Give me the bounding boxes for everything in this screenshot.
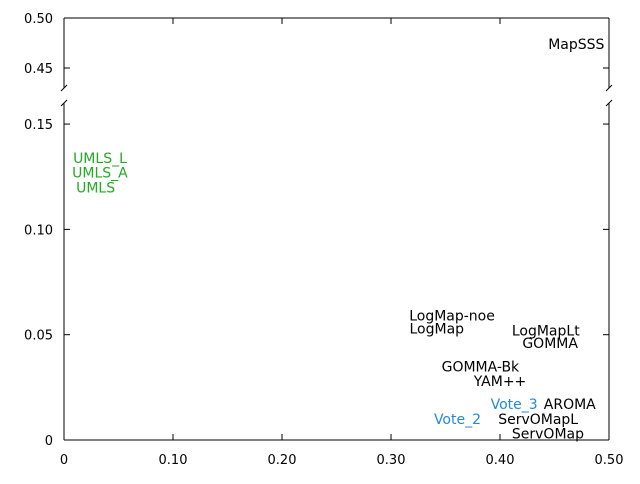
point-label-servomap: ServOMap xyxy=(512,427,584,443)
x-tick-label-5: 0.50 xyxy=(595,453,624,468)
axis-break-right-upper xyxy=(605,84,613,92)
axis-break-left-lower xyxy=(60,99,68,107)
y-tick-label-0: 0 xyxy=(45,434,53,449)
point-label-gomma: GOMMA xyxy=(522,336,578,352)
point-label-aroma: AROMA xyxy=(544,397,596,413)
point-label-logmap-noe: LogMap-noe xyxy=(409,309,495,325)
y-tick-label-3: 0.15 xyxy=(24,118,53,133)
x-tick-label-2: 0.20 xyxy=(268,453,297,468)
axis-break-left-upper xyxy=(60,84,68,92)
point-label-umls-a: UMLS_A xyxy=(72,166,128,182)
point-label-vote-3: Vote_3 xyxy=(491,397,538,413)
point-label-logmap: LogMap xyxy=(409,321,464,337)
x-tick-label-1: 0.10 xyxy=(159,453,188,468)
y-tick-label-5: 0.50 xyxy=(24,12,53,27)
y-tick-label-4: 0.45 xyxy=(24,62,53,77)
point-label-servomapl: ServOMapL xyxy=(498,412,578,428)
y-tick-label-1: 0.05 xyxy=(24,329,53,344)
point-label-mapsss: MapSSS xyxy=(548,37,604,53)
x-tick-label-3: 0.30 xyxy=(377,453,406,468)
x-tick-label-4: 0.40 xyxy=(486,453,515,468)
axis-break-right-lower xyxy=(605,99,613,107)
point-label-yam-: YAM++ xyxy=(473,374,527,390)
y-tick-label-2: 0.10 xyxy=(24,223,53,238)
point-label-vote-2: Vote_2 xyxy=(434,412,481,428)
point-label-logmaplt: LogMapLt xyxy=(512,323,580,339)
point-label-gomma-bk: GOMMA-Bk xyxy=(442,359,520,375)
x-tick-label-0: 0 xyxy=(60,453,68,468)
point-label-umls: UMLS xyxy=(76,180,115,196)
point-label-umls-l: UMLS_L xyxy=(73,151,127,167)
